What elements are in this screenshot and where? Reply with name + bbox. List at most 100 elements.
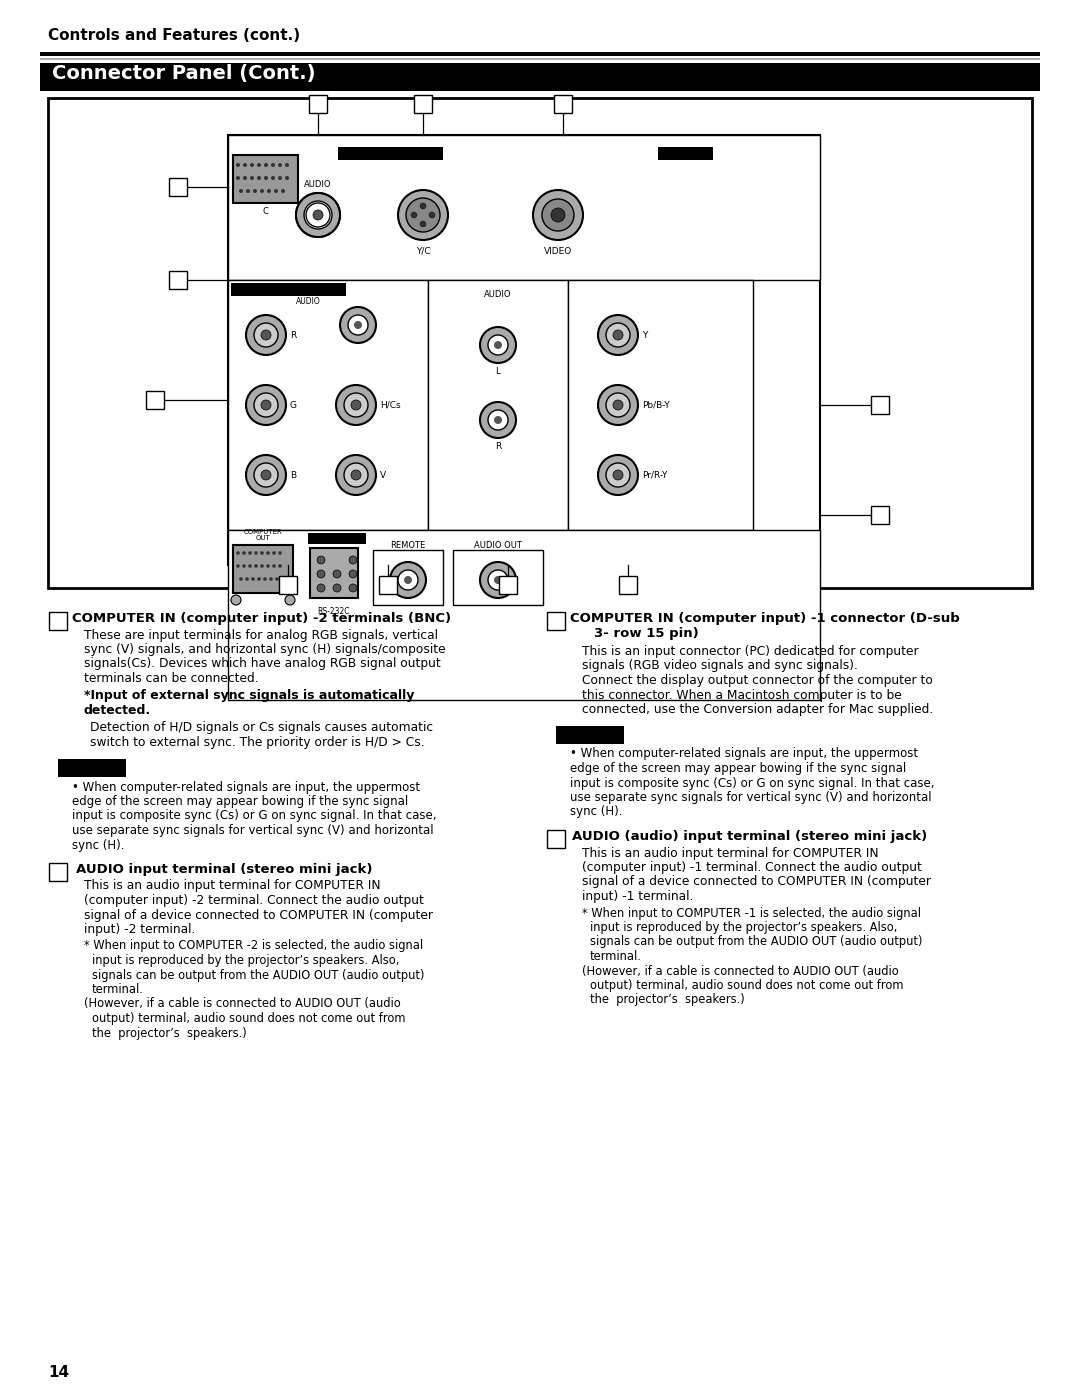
Circle shape <box>349 556 357 564</box>
Text: connected, use the Conversion adapter for Mac supplied.: connected, use the Conversion adapter fo… <box>582 703 933 717</box>
Text: edge of the screen may appear bowing if the sync signal: edge of the screen may appear bowing if … <box>570 761 906 775</box>
Circle shape <box>257 577 260 581</box>
Circle shape <box>252 577 255 581</box>
Bar <box>428 279 568 529</box>
Circle shape <box>237 176 240 180</box>
Circle shape <box>318 570 325 578</box>
Text: signals can be output from the AUDIO OUT (audio output): signals can be output from the AUDIO OUT… <box>92 968 424 982</box>
Circle shape <box>420 221 426 226</box>
Bar <box>373 550 443 605</box>
Circle shape <box>249 163 254 168</box>
Circle shape <box>231 595 241 605</box>
Circle shape <box>480 562 516 598</box>
Circle shape <box>246 386 286 425</box>
Circle shape <box>278 163 282 168</box>
Bar <box>233 155 298 203</box>
Bar <box>379 576 397 594</box>
Circle shape <box>266 564 270 567</box>
Circle shape <box>340 307 376 344</box>
Text: CONTROL: CONTROL <box>310 534 347 543</box>
Bar <box>228 136 820 279</box>
Text: input is composite sync (Cs) or G on sync signal. In that case,: input is composite sync (Cs) or G on syn… <box>570 777 934 789</box>
Text: this connector. When a Macintosh computer is to be: this connector. When a Macintosh compute… <box>582 689 902 701</box>
Circle shape <box>351 469 361 481</box>
Bar <box>338 147 443 161</box>
Bar <box>499 576 517 594</box>
Text: Connect the display output connector of the computer to: Connect the display output connector of … <box>582 673 933 687</box>
Circle shape <box>306 203 330 226</box>
Text: sync (V) signals, and horizontal sync (H) signals/composite: sync (V) signals, and horizontal sync (H… <box>84 643 446 657</box>
Text: COMPUTER IN (computer input) -2 terminals (BNC): COMPUTER IN (computer input) -2 terminal… <box>72 612 451 624</box>
Circle shape <box>336 455 376 495</box>
Circle shape <box>239 189 243 193</box>
Bar <box>546 830 565 848</box>
Text: input) -2 terminal.: input) -2 terminal. <box>84 923 195 936</box>
Text: AUDIO: AUDIO <box>484 291 512 299</box>
Text: AUDIO input terminal (stereo mini jack): AUDIO input terminal (stereo mini jack) <box>76 863 373 876</box>
Text: 14: 14 <box>48 1365 69 1380</box>
Text: This is an input connector (PC) dedicated for computer: This is an input connector (PC) dedicate… <box>582 645 919 658</box>
Text: the  projector’s  speakers.): the projector’s speakers.) <box>92 1027 246 1039</box>
Circle shape <box>261 400 271 409</box>
Circle shape <box>261 469 271 481</box>
Circle shape <box>314 211 322 219</box>
Bar <box>58 759 126 777</box>
Circle shape <box>606 323 630 346</box>
Text: detected.: detected. <box>84 704 151 717</box>
Text: R: R <box>495 441 501 451</box>
Bar <box>414 95 432 113</box>
Bar <box>168 177 187 196</box>
Bar <box>168 271 187 289</box>
Text: the  projector’s  speakers.): the projector’s speakers.) <box>590 993 745 1006</box>
Text: 9: 9 <box>54 616 62 626</box>
Circle shape <box>246 314 286 355</box>
Bar <box>453 550 543 605</box>
Text: 2: 2 <box>559 99 567 109</box>
Text: 10: 10 <box>171 275 185 285</box>
Circle shape <box>494 576 502 584</box>
Circle shape <box>254 323 278 346</box>
Text: 6: 6 <box>504 580 512 590</box>
Circle shape <box>242 552 246 555</box>
Bar <box>309 95 327 113</box>
Circle shape <box>333 570 341 578</box>
Bar <box>49 612 67 630</box>
Circle shape <box>267 189 271 193</box>
Circle shape <box>246 455 286 495</box>
Bar <box>48 98 1032 588</box>
Circle shape <box>613 469 623 481</box>
Text: *Input of external sync signals is automatically: *Input of external sync signals is autom… <box>84 689 415 701</box>
Circle shape <box>261 330 271 339</box>
Text: • When computer-related signals are input, the uppermost: • When computer-related signals are inpu… <box>570 747 918 760</box>
Circle shape <box>406 198 440 232</box>
Text: AUDIO (audio) input terminal (stereo mini jack): AUDIO (audio) input terminal (stereo min… <box>572 830 928 842</box>
Circle shape <box>271 163 275 168</box>
Circle shape <box>246 189 249 193</box>
Circle shape <box>349 570 357 578</box>
Circle shape <box>264 163 268 168</box>
Circle shape <box>254 462 278 488</box>
Text: (computer input) -2 terminal. Connect the audio output: (computer input) -2 terminal. Connect th… <box>84 894 423 907</box>
Text: signal of a device connected to COMPUTER IN (computer: signal of a device connected to COMPUTER… <box>84 908 433 922</box>
Text: 10: 10 <box>51 868 65 877</box>
Text: AUDIO: AUDIO <box>305 180 332 189</box>
Bar <box>310 548 357 598</box>
Bar <box>619 576 637 594</box>
Circle shape <box>260 552 264 555</box>
Circle shape <box>254 564 258 567</box>
Circle shape <box>243 176 247 180</box>
Bar <box>279 576 297 594</box>
Text: This is an audio input terminal for COMPUTER IN: This is an audio input terminal for COMP… <box>84 880 380 893</box>
Circle shape <box>285 595 295 605</box>
Bar <box>870 506 889 524</box>
Bar <box>554 95 572 113</box>
Circle shape <box>542 198 573 231</box>
Circle shape <box>336 386 376 425</box>
Text: (computer input) -1 terminal. Connect the audio output: (computer input) -1 terminal. Connect th… <box>582 861 922 875</box>
Text: Y/C: Y/C <box>416 247 430 256</box>
Circle shape <box>249 176 254 180</box>
Circle shape <box>598 386 638 425</box>
Text: 12: 12 <box>311 99 325 109</box>
Circle shape <box>253 189 257 193</box>
Circle shape <box>348 314 368 335</box>
